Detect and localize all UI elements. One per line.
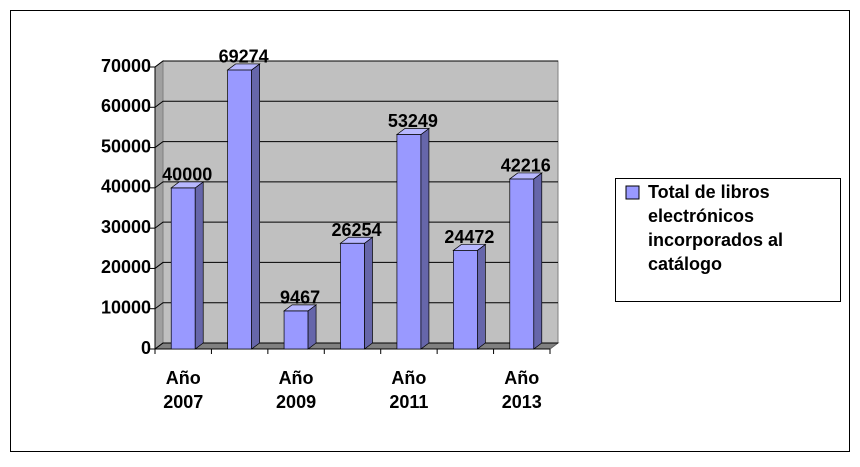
y-tick-label: 70000 [101, 56, 151, 76]
bar-side [307, 304, 317, 350]
legend-label: Total de libros electrónicos incorporados … [648, 182, 783, 274]
bar [395, 127, 430, 350]
bar [339, 236, 374, 350]
bar-top [508, 172, 543, 180]
bar-front [453, 250, 478, 350]
bar-front [509, 178, 535, 350]
y-tick-label: 40000 [101, 177, 151, 197]
bar [283, 304, 318, 350]
y-tick-label: 0 [141, 338, 151, 358]
x-tick-label: Año 2013 [502, 368, 542, 412]
y-tick-label: 20000 [101, 257, 151, 277]
y-tick-label: 30000 [101, 217, 151, 237]
legend-swatch [625, 185, 640, 200]
bar [170, 181, 205, 350]
value-label: 24472 [444, 227, 494, 247]
bar [508, 172, 543, 350]
bar-top [339, 236, 374, 244]
bar-front [340, 242, 365, 350]
x-tick-label: Año 2007 [163, 368, 203, 412]
bar-front [170, 187, 196, 350]
value-label: 53249 [388, 111, 438, 131]
bar-front [227, 69, 252, 350]
x-tick-label: Año 2011 [389, 368, 428, 412]
value-label: 42216 [501, 156, 551, 176]
value-label: 40000 [162, 165, 212, 185]
bar [452, 243, 487, 350]
y-tick-label: 10000 [101, 297, 151, 317]
value-label: 26254 [331, 220, 381, 240]
bar-side [364, 236, 373, 350]
legend-box [615, 178, 841, 302]
grid-line [154, 60, 558, 68]
bar-top [283, 304, 318, 312]
bar-top [170, 181, 205, 189]
bar-top [452, 244, 487, 251]
value-label: 9467 [280, 288, 320, 308]
bar-side [194, 181, 204, 350]
bar-side [533, 172, 543, 350]
bar-front [283, 310, 309, 350]
bar-side [251, 63, 260, 350]
grid-line [154, 100, 558, 108]
bar-front [396, 134, 422, 350]
bar-side [420, 127, 430, 350]
y-tick-label: 60000 [101, 96, 151, 116]
value-label: 69274 [219, 47, 269, 67]
bar-top [395, 128, 430, 135]
y-tick-label: 50000 [101, 136, 151, 156]
bar-top [226, 63, 261, 71]
bar [226, 63, 261, 350]
x-tick-label: Año 2009 [276, 368, 316, 412]
bar-side [477, 243, 486, 350]
